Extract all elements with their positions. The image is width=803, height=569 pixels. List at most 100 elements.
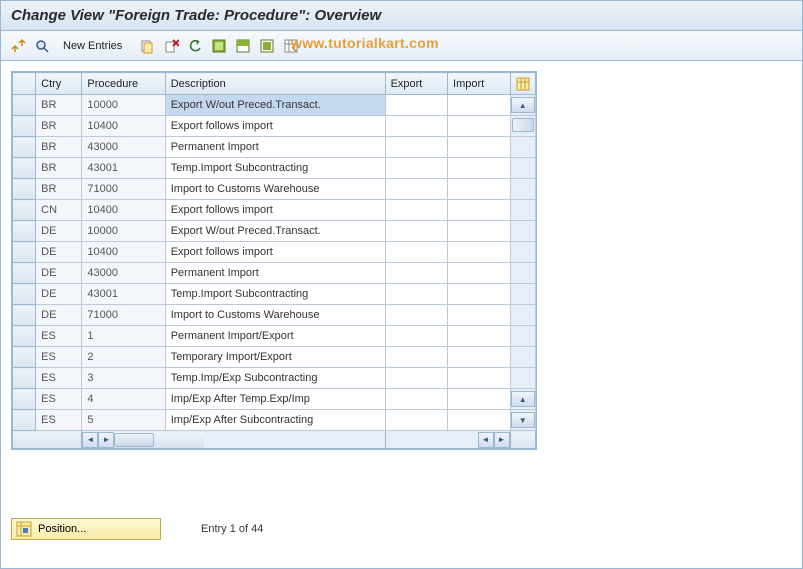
cell-ctry[interactable]: DE xyxy=(36,284,82,305)
cell-description[interactable]: Export follows import xyxy=(165,200,385,221)
cell-import[interactable] xyxy=(448,200,510,221)
cell-description[interactable]: Imp/Exp After Temp.Exp/Imp xyxy=(165,389,385,410)
toggle-display-icon[interactable] xyxy=(9,37,27,55)
vscroll-up-icon[interactable]: ▲ xyxy=(511,97,536,113)
cell-procedure[interactable]: 2 xyxy=(82,347,165,368)
deselect-all-icon[interactable] xyxy=(258,37,276,55)
cell-export[interactable] xyxy=(385,326,447,347)
cell-import[interactable] xyxy=(448,179,510,200)
delete-icon[interactable] xyxy=(162,37,180,55)
cell-import[interactable] xyxy=(448,326,510,347)
row-selector[interactable] xyxy=(13,179,36,200)
table-row[interactable]: DE43001Temp.Import Subcontracting xyxy=(13,284,536,305)
select-all-icon[interactable] xyxy=(210,37,228,55)
cell-procedure[interactable]: 10000 xyxy=(82,221,165,242)
cell-export[interactable] xyxy=(385,179,447,200)
hscroll-right-icon[interactable]: ► xyxy=(98,432,114,448)
cell-ctry[interactable]: CN xyxy=(36,200,82,221)
cell-procedure[interactable]: 10400 xyxy=(82,116,165,137)
table-row[interactable]: DE71000Import to Customs Warehouse xyxy=(13,305,536,326)
cell-export[interactable] xyxy=(385,389,447,410)
cell-procedure[interactable]: 43001 xyxy=(82,158,165,179)
cell-export[interactable] xyxy=(385,116,447,137)
hscroll-left2-icon[interactable]: ◄ xyxy=(478,432,494,448)
row-selector[interactable] xyxy=(13,200,36,221)
cell-export[interactable] xyxy=(385,95,447,116)
cell-ctry[interactable]: DE xyxy=(36,221,82,242)
table-row[interactable]: BR10000Export W/out Preced.Transact.▲ xyxy=(13,95,536,116)
cell-description[interactable]: Permanent Import/Export xyxy=(165,326,385,347)
cell-import[interactable] xyxy=(448,368,510,389)
row-selector[interactable] xyxy=(13,368,36,389)
hscroll-track[interactable] xyxy=(114,432,204,448)
hscroll-left-icon[interactable]: ◄ xyxy=(82,432,98,448)
cell-import[interactable] xyxy=(448,116,510,137)
cell-procedure[interactable]: 4 xyxy=(82,389,165,410)
col-description[interactable]: Description xyxy=(165,73,385,95)
cell-export[interactable] xyxy=(385,284,447,305)
vscroll-thumb[interactable] xyxy=(512,118,535,132)
cell-procedure[interactable]: 10400 xyxy=(82,200,165,221)
row-selector[interactable] xyxy=(13,137,36,158)
cell-import[interactable] xyxy=(448,158,510,179)
row-selector[interactable] xyxy=(13,389,36,410)
cell-description[interactable]: Temp.Imp/Exp Subcontracting xyxy=(165,368,385,389)
cell-ctry[interactable]: ES xyxy=(36,326,82,347)
cell-export[interactable] xyxy=(385,410,447,431)
cell-import[interactable] xyxy=(448,137,510,158)
cell-export[interactable] xyxy=(385,368,447,389)
cell-procedure[interactable]: 71000 xyxy=(82,179,165,200)
cell-ctry[interactable]: BR xyxy=(36,158,82,179)
cell-ctry[interactable]: BR xyxy=(36,116,82,137)
cell-description[interactable]: Permanent Import xyxy=(165,263,385,284)
cell-procedure[interactable]: 3 xyxy=(82,368,165,389)
row-selector[interactable] xyxy=(13,263,36,284)
cell-procedure[interactable]: 5 xyxy=(82,410,165,431)
cell-ctry[interactable]: ES xyxy=(36,368,82,389)
col-import[interactable]: Import xyxy=(448,73,510,95)
cell-export[interactable] xyxy=(385,137,447,158)
cell-description[interactable]: Temp.Import Subcontracting xyxy=(165,158,385,179)
row-selector[interactable] xyxy=(13,347,36,368)
row-selector[interactable] xyxy=(13,221,36,242)
table-row[interactable]: BR43000Permanent Import xyxy=(13,137,536,158)
cell-export[interactable] xyxy=(385,221,447,242)
table-config-icon[interactable] xyxy=(510,73,536,95)
cell-export[interactable] xyxy=(385,305,447,326)
cell-procedure[interactable]: 43001 xyxy=(82,284,165,305)
cell-ctry[interactable]: ES xyxy=(36,410,82,431)
find-icon[interactable] xyxy=(33,37,51,55)
table-row[interactable]: DE43000Permanent Import xyxy=(13,263,536,284)
table-settings-icon[interactable] xyxy=(282,37,300,55)
cell-description[interactable]: Export follows import xyxy=(165,116,385,137)
table-row[interactable]: CN10400Export follows import xyxy=(13,200,536,221)
cell-procedure[interactable]: 71000 xyxy=(82,305,165,326)
cell-description[interactable]: Export follows import xyxy=(165,242,385,263)
row-selector[interactable] xyxy=(13,410,36,431)
cell-procedure[interactable]: 10000 xyxy=(82,95,165,116)
table-row[interactable]: ES4Imp/Exp After Temp.Exp/Imp▲ xyxy=(13,389,536,410)
undo-icon[interactable] xyxy=(186,37,204,55)
cell-export[interactable] xyxy=(385,263,447,284)
cell-import[interactable] xyxy=(448,305,510,326)
row-selector[interactable] xyxy=(13,116,36,137)
cell-ctry[interactable]: DE xyxy=(36,242,82,263)
col-procedure[interactable]: Procedure xyxy=(82,73,165,95)
cell-export[interactable] xyxy=(385,158,447,179)
table-row[interactable]: BR43001Temp.Import Subcontracting xyxy=(13,158,536,179)
hscroll-right2-icon[interactable]: ► xyxy=(494,432,510,448)
cell-description[interactable]: Permanent Import xyxy=(165,137,385,158)
cell-description[interactable]: Export W/out Preced.Transact. xyxy=(165,221,385,242)
row-selector[interactable] xyxy=(13,284,36,305)
cell-import[interactable] xyxy=(448,95,510,116)
select-block-icon[interactable] xyxy=(234,37,252,55)
table-row[interactable]: ES2Temporary Import/Export xyxy=(13,347,536,368)
cell-procedure[interactable]: 43000 xyxy=(82,137,165,158)
cell-import[interactable] xyxy=(448,263,510,284)
row-selector[interactable] xyxy=(13,95,36,116)
vscroll-down-icon[interactable]: ▼ xyxy=(511,412,536,428)
cell-description[interactable]: Import to Customs Warehouse xyxy=(165,179,385,200)
vscroll-up2-icon[interactable]: ▲ xyxy=(511,391,536,407)
position-button[interactable]: Position... xyxy=(11,518,161,540)
table-row[interactable]: ES1Permanent Import/Export xyxy=(13,326,536,347)
